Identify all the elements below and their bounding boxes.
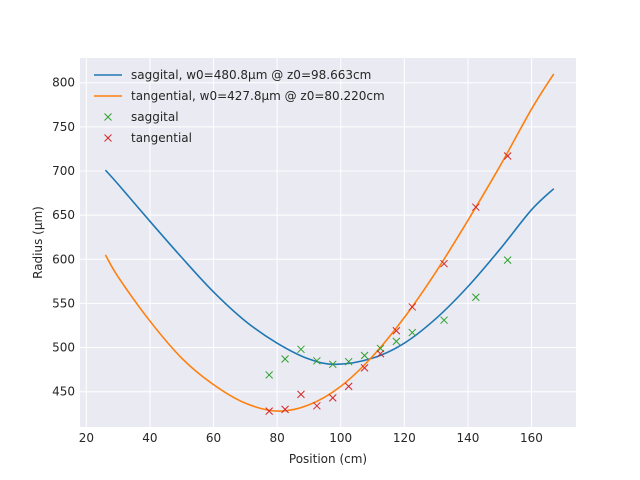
y-tick-label: 600 <box>52 252 75 266</box>
series-line-1 <box>104 73 555 412</box>
data-point-tangential <box>408 303 417 311</box>
x-tick-label: 80 <box>269 431 284 445</box>
x-tick-label: 120 <box>393 431 416 445</box>
x-tick-label: 60 <box>206 431 221 445</box>
tick-labels: 20 40 60 80 100 120 140 160 450 500 550 600 650 700 75… <box>52 76 543 445</box>
data-point-tangential <box>344 382 353 391</box>
y-tick-label: 700 <box>52 164 75 178</box>
legend: saggital, w0=480.8µm @ z0=98.663cm tangen… <box>94 68 385 145</box>
data-point-saggital <box>328 360 337 369</box>
data-point-saggital <box>297 345 305 354</box>
y-tick-label: 500 <box>52 341 75 355</box>
data-point-tangential <box>281 405 289 414</box>
data-point-saggital <box>471 293 480 302</box>
data-point-saggital <box>408 328 417 337</box>
data-point-saggital <box>360 351 369 360</box>
y-tick-label: 800 <box>52 76 75 90</box>
data-point-tangential <box>313 401 321 410</box>
x-tick-label: 100 <box>329 431 352 445</box>
data-point-saggital <box>281 355 289 363</box>
data-point-tangential <box>328 394 337 402</box>
legend-item: tangential <box>104 131 192 145</box>
y-tick-label: 650 <box>52 208 75 222</box>
data-point-saggital <box>344 357 353 366</box>
data-point-tangential <box>440 259 448 268</box>
data-point-saggital <box>265 371 274 379</box>
x-tick-label: 20 <box>79 431 94 445</box>
legend-swatch <box>104 134 112 142</box>
data-point-saggital <box>440 316 448 325</box>
data-point-tangential <box>503 152 512 160</box>
y-tick-label: 550 <box>52 296 75 310</box>
legend-label: saggital, w0=480.8µm @ z0=98.663cm <box>131 68 371 82</box>
legend-item: saggital <box>104 110 179 124</box>
data-point-saggital <box>503 256 512 265</box>
legend-label: tangential <box>131 131 192 145</box>
y-tick-label: 450 <box>52 385 75 399</box>
data-point-saggital <box>392 337 401 346</box>
data-point-saggital <box>313 356 321 365</box>
series-layer <box>104 73 555 415</box>
data-point-tangential <box>376 349 385 358</box>
legend-item: tangential, w0=427.8µm @ z0=80.220cm <box>94 89 385 103</box>
y-tick-label: 750 <box>52 120 75 134</box>
legend-label: tangential, w0=427.8µm @ z0=80.220cm <box>131 89 385 103</box>
data-point-tangential <box>265 407 274 415</box>
plot-area <box>80 58 576 427</box>
x-tick-label: 40 <box>142 431 157 445</box>
data-point-tangential <box>471 203 480 212</box>
legend-swatch <box>104 113 112 121</box>
series-line-0 <box>104 169 555 366</box>
x-axis-label: Position (cm) <box>289 452 367 466</box>
y-axis-label: Radius (µm) <box>31 206 45 279</box>
data-point-tangential <box>360 364 369 372</box>
grid <box>80 58 576 427</box>
data-point-tangential <box>392 326 401 335</box>
data-point-tangential <box>297 390 305 399</box>
x-tick-label: 140 <box>456 431 479 445</box>
x-tick-label: 160 <box>520 431 543 445</box>
legend-item: saggital, w0=480.8µm @ z0=98.663cm <box>94 68 371 82</box>
legend-label: saggital <box>131 110 179 124</box>
